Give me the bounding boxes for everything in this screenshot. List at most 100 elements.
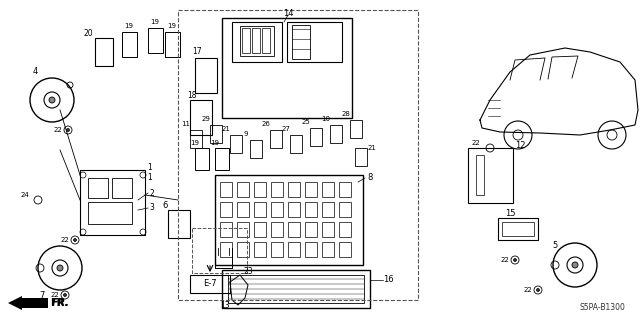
Text: FR.: FR. (50, 298, 68, 308)
Bar (232, 22, 282, 62)
Text: 5: 5 (552, 241, 557, 249)
Bar (498, 218, 538, 240)
Bar (271, 242, 283, 257)
Bar (195, 58, 217, 93)
Text: 14: 14 (283, 10, 293, 19)
Text: 18: 18 (188, 91, 196, 100)
Text: 20: 20 (83, 28, 93, 38)
Bar (305, 222, 317, 237)
Circle shape (74, 239, 77, 241)
Text: 3: 3 (150, 204, 154, 212)
Bar (288, 202, 300, 217)
Polygon shape (8, 296, 22, 310)
Text: 1: 1 (148, 174, 152, 182)
Bar (288, 182, 300, 197)
Text: 21: 21 (221, 126, 230, 132)
Text: 19: 19 (168, 23, 177, 29)
Text: 4: 4 (33, 68, 38, 77)
Text: 24: 24 (20, 192, 29, 198)
Bar (215, 148, 229, 170)
Bar (88, 178, 108, 198)
Bar (271, 182, 283, 197)
Bar (322, 182, 334, 197)
Bar (262, 28, 270, 53)
Bar (322, 222, 334, 237)
Bar (230, 135, 242, 153)
Bar (95, 38, 113, 66)
Text: 22: 22 (524, 287, 532, 293)
Text: 19: 19 (150, 19, 159, 25)
Text: 17: 17 (192, 48, 202, 56)
Bar (190, 100, 212, 135)
Bar (288, 242, 300, 257)
Bar (330, 125, 342, 143)
Bar (168, 210, 190, 238)
Text: 27: 27 (282, 126, 291, 132)
Circle shape (536, 288, 540, 292)
Bar (339, 182, 351, 197)
Bar (287, 22, 342, 62)
Bar (288, 222, 300, 237)
Text: 22: 22 (472, 140, 481, 146)
Bar (192, 228, 247, 273)
Bar (195, 148, 209, 170)
Bar (222, 18, 352, 118)
Bar (220, 242, 232, 257)
Text: 22: 22 (500, 257, 509, 263)
Text: 7: 7 (39, 291, 45, 300)
Text: 21: 21 (367, 145, 376, 151)
Text: 25: 25 (301, 119, 310, 125)
Text: FR.: FR. (52, 298, 70, 308)
Bar (305, 242, 317, 257)
Text: 13: 13 (220, 300, 230, 309)
Bar (254, 202, 266, 217)
Bar (215, 175, 363, 265)
Bar (322, 242, 334, 257)
Text: 8: 8 (367, 174, 372, 182)
Bar (254, 222, 266, 237)
Bar (339, 202, 351, 217)
Bar (190, 130, 202, 148)
Bar (305, 182, 317, 197)
Bar (237, 202, 249, 217)
Bar (178, 10, 418, 300)
Bar (271, 202, 283, 217)
Text: 23: 23 (243, 268, 253, 277)
Text: 6: 6 (163, 201, 168, 210)
Bar (254, 242, 266, 257)
Bar (254, 182, 266, 197)
Bar (271, 222, 283, 237)
Text: 9: 9 (244, 131, 248, 137)
Text: 19: 19 (191, 140, 200, 146)
Bar (237, 222, 249, 237)
Bar (290, 135, 302, 153)
Text: 2: 2 (150, 189, 154, 197)
Bar (237, 242, 249, 257)
Text: 22: 22 (51, 292, 60, 298)
Polygon shape (18, 298, 48, 308)
Bar (237, 182, 249, 197)
Bar (502, 222, 534, 236)
Bar (222, 270, 370, 308)
Bar (112, 178, 132, 198)
Bar (240, 26, 274, 56)
Bar (250, 140, 262, 158)
Bar (165, 32, 180, 57)
Bar (350, 120, 362, 138)
Bar (339, 222, 351, 237)
Text: 29: 29 (202, 116, 211, 122)
Bar (148, 28, 163, 53)
Bar (190, 275, 230, 293)
Bar (220, 202, 232, 217)
Bar (122, 32, 137, 57)
Text: 1: 1 (148, 164, 152, 173)
Text: 11: 11 (182, 121, 191, 127)
Text: 28: 28 (342, 111, 351, 117)
Circle shape (49, 97, 55, 103)
Bar (228, 275, 364, 303)
Bar (242, 28, 250, 53)
Bar (355, 148, 367, 166)
Text: 19: 19 (211, 140, 220, 146)
Circle shape (57, 265, 63, 271)
Text: 19: 19 (125, 23, 134, 29)
